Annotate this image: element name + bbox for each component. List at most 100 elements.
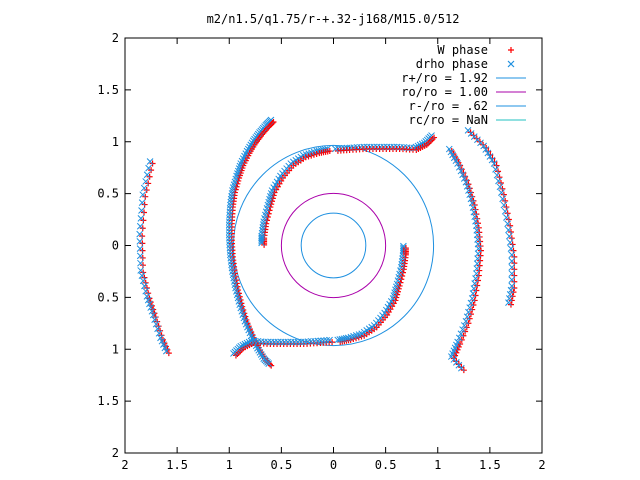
drho-phase-point	[486, 153, 494, 160]
legend-label: W phase	[437, 43, 488, 57]
y-tick-label: 1.5	[97, 394, 119, 408]
drho-phase-point	[136, 222, 144, 230]
y-tick-label: 1.5	[97, 83, 119, 97]
drho-phase-point	[508, 257, 516, 265]
y-tick-label: 2	[112, 446, 119, 460]
drho-phase-point	[152, 320, 160, 328]
drho-phase-point	[136, 245, 144, 253]
drho-phase-point	[463, 183, 471, 190]
drho-phase-point	[508, 276, 516, 284]
plot-frame	[124, 37, 543, 454]
drho-phase-point	[265, 360, 273, 367]
drho-phase-point	[506, 239, 514, 246]
y-tick-label: 0	[112, 239, 119, 253]
circle-r-ro-62	[300, 212, 367, 279]
drho-phase-point	[460, 175, 468, 182]
drho-phase-point	[320, 337, 328, 344]
drho-phase-point	[482, 146, 490, 153]
drho-phase-point	[467, 195, 475, 203]
drho-phase-point	[144, 296, 152, 304]
drho-phase-point	[457, 364, 465, 372]
drho-phase-point	[237, 342, 245, 350]
drho-phase-point	[154, 325, 161, 333]
drho-phase-point	[147, 304, 155, 311]
drho-phase-point	[493, 171, 501, 179]
drho-phase-point	[317, 337, 325, 345]
drho-phase-point	[462, 317, 470, 325]
y-tick-label: 0.5	[97, 290, 119, 304]
drho-phase-point	[505, 232, 513, 240]
drho-phase-point	[508, 251, 516, 259]
drho-phase-point	[161, 344, 169, 352]
drho-phase-point	[490, 160, 498, 167]
drho-phase-point	[140, 184, 148, 192]
drho-phase-point	[400, 242, 407, 250]
drho-phase-point	[465, 187, 472, 194]
drho-phase-point	[142, 178, 150, 185]
x-tick-label: 2	[121, 458, 128, 472]
drho-phase-point	[239, 341, 247, 349]
x-tick-label: 0.5	[375, 458, 397, 472]
x-tick-label: 1	[226, 458, 233, 472]
legend-label: r-/ro = .62	[409, 99, 488, 113]
drho-phase-point	[243, 339, 251, 347]
y-tick-label: 2	[112, 31, 119, 45]
drho-phase-point	[508, 263, 516, 271]
drho-phase-point	[137, 259, 144, 267]
drho-phase-point	[326, 336, 333, 344]
drho-phase-point	[496, 183, 504, 191]
drho-phase-point	[241, 340, 249, 348]
drho-phase-point	[136, 252, 144, 260]
drho-phase-point	[137, 215, 145, 222]
drho-phase-point	[503, 214, 510, 221]
y-tick-label: 1	[112, 342, 119, 356]
drho-phase-point	[146, 158, 154, 165]
drho-phase-point	[142, 287, 150, 295]
x-tick-label: 1.5	[479, 458, 501, 472]
drho-phase-point	[143, 293, 151, 300]
drho-phase-point	[457, 330, 465, 338]
drho-phase-point	[149, 311, 157, 319]
drho-phase-point	[138, 199, 146, 206]
drho-phase-point	[498, 189, 505, 196]
drho-phase-point	[492, 166, 499, 173]
reference-circles	[232, 144, 435, 347]
legend-drho-phase-marker	[507, 60, 515, 68]
drho-phase-point	[455, 163, 463, 171]
drho-phase-point	[455, 334, 463, 342]
drho-phase-point	[508, 270, 516, 277]
drho-phase-point	[504, 220, 511, 228]
drho-phase-point	[323, 337, 331, 344]
y-tick-label: 1	[112, 135, 119, 149]
drho-phase-point	[499, 195, 506, 203]
drho-phase-point	[138, 207, 145, 214]
circle-r-ro-1-92	[232, 144, 435, 347]
y-tick-label: 0.5	[97, 187, 119, 201]
drho-phase-point	[480, 142, 488, 150]
legend-label: ro/ro = 1.00	[401, 85, 488, 99]
drho-phase-point	[136, 238, 144, 245]
drho-phase-point	[137, 267, 145, 274]
x-tick-label: 1.5	[166, 458, 188, 472]
drho-phase-point	[157, 334, 164, 342]
drho-phase-point	[314, 337, 322, 345]
drho-phase-point	[412, 143, 420, 151]
x-tick-label: 0	[330, 458, 337, 472]
drho-phase-point	[146, 300, 153, 308]
drho-phase-point	[139, 277, 147, 285]
circle-ro-ro-1-00	[280, 192, 387, 299]
legend-w-phase-marker	[508, 47, 514, 53]
drho-phase-point	[162, 347, 170, 355]
x-tick-label: 0.5	[271, 458, 293, 472]
x-tick-label: 1	[434, 458, 441, 472]
drho-phase-point	[457, 167, 465, 175]
drho-phase-point	[459, 326, 466, 333]
data-points	[136, 116, 518, 374]
drho-phase-point	[459, 171, 466, 179]
drho-phase-point	[507, 245, 515, 253]
drho-phase-point	[501, 207, 509, 215]
drho-phase-point	[148, 307, 156, 315]
drho-phase-point	[484, 149, 492, 157]
